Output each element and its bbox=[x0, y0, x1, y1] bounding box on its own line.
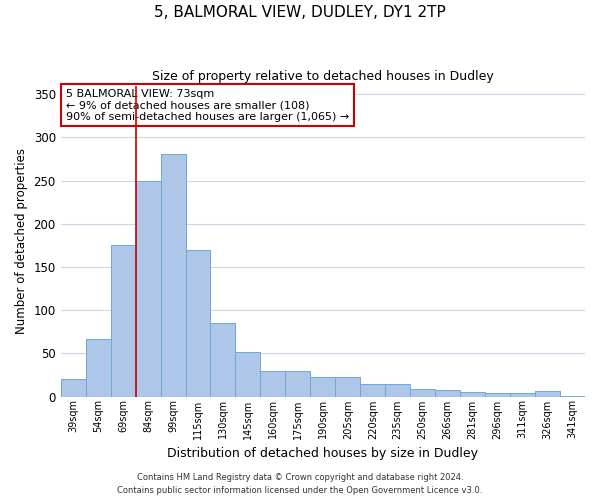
Bar bbox=[110, 246, 136, 396]
Text: 5, BALMORAL VIEW, DUDLEY, DY1 2TP: 5, BALMORAL VIEW, DUDLEY, DY1 2TP bbox=[154, 5, 446, 20]
Bar bbox=[235, 352, 260, 397]
Text: 5 BALMORAL VIEW: 73sqm
← 9% of detached houses are smaller (108)
90% of semi-det: 5 BALMORAL VIEW: 73sqm ← 9% of detached … bbox=[66, 88, 349, 122]
Bar bbox=[335, 376, 360, 396]
Bar bbox=[385, 384, 410, 396]
Bar bbox=[260, 370, 286, 396]
Bar bbox=[211, 323, 235, 396]
Bar bbox=[136, 182, 161, 396]
Bar bbox=[61, 379, 86, 396]
Bar bbox=[286, 370, 310, 396]
Bar bbox=[435, 390, 460, 396]
Title: Size of property relative to detached houses in Dudley: Size of property relative to detached ho… bbox=[152, 70, 494, 83]
Bar bbox=[460, 392, 485, 396]
Text: Contains HM Land Registry data © Crown copyright and database right 2024.
Contai: Contains HM Land Registry data © Crown c… bbox=[118, 474, 482, 495]
Bar bbox=[535, 392, 560, 396]
Bar bbox=[161, 154, 185, 396]
Bar bbox=[485, 393, 510, 396]
Bar bbox=[410, 388, 435, 396]
Bar bbox=[310, 376, 335, 396]
Bar bbox=[185, 250, 211, 396]
Bar bbox=[510, 393, 535, 396]
Y-axis label: Number of detached properties: Number of detached properties bbox=[15, 148, 28, 334]
X-axis label: Distribution of detached houses by size in Dudley: Distribution of detached houses by size … bbox=[167, 447, 478, 460]
Bar bbox=[86, 338, 110, 396]
Bar bbox=[360, 384, 385, 396]
